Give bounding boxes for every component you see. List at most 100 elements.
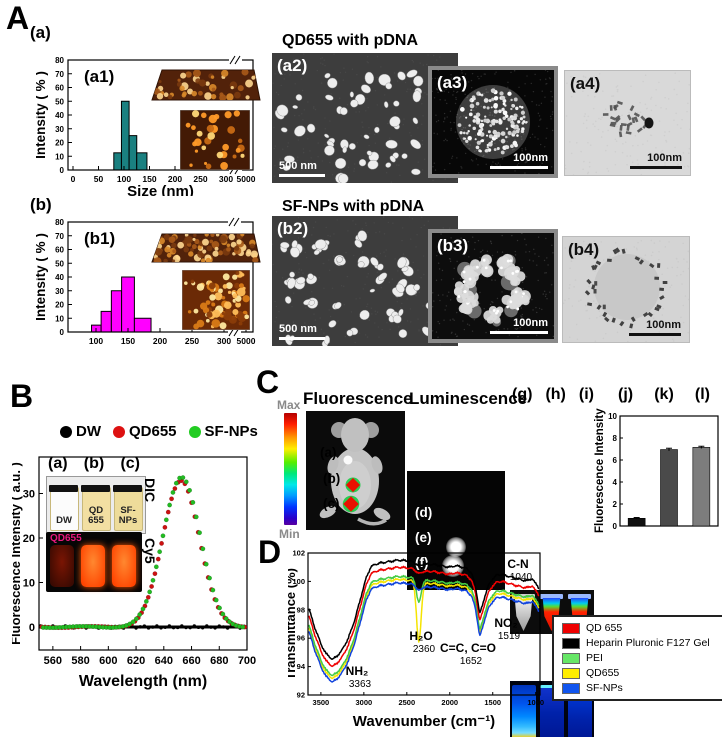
svg-text:1500: 1500 xyxy=(484,698,501,707)
label-a: (a) xyxy=(48,455,68,472)
svg-text:(a1): (a1) xyxy=(84,67,114,86)
svg-text:102: 102 xyxy=(292,549,305,558)
svg-text:20: 20 xyxy=(55,301,64,310)
svg-text:3500: 3500 xyxy=(313,698,330,707)
subpanel-b-label: (b) xyxy=(30,195,52,214)
label-d: (d) xyxy=(415,505,433,520)
hist-bar xyxy=(133,317,152,333)
image-label-b4: (b4) xyxy=(568,240,600,259)
scale-bar-a4: 100nm xyxy=(630,152,682,169)
sem-zoom-image-b3: (b3) 100nm xyxy=(428,229,558,343)
label-c: (c) xyxy=(323,496,340,511)
bar-l xyxy=(692,447,711,527)
ftir-series-PEI xyxy=(308,574,540,677)
svg-text:3000: 3000 xyxy=(356,698,373,707)
label-h: (h) xyxy=(545,386,566,403)
svg-text:0: 0 xyxy=(613,522,618,531)
svg-text:0: 0 xyxy=(60,166,65,175)
hist-bar xyxy=(113,152,122,171)
svg-text:560: 560 xyxy=(44,655,62,667)
cy5-inset-label: QD655 xyxy=(50,533,82,544)
image-label-a4: (a4) xyxy=(570,74,601,93)
hist-bar xyxy=(128,135,138,171)
cy5-vial-1 xyxy=(50,545,74,587)
hist-bar xyxy=(121,276,135,333)
luminescence-title: Luminescence xyxy=(409,389,528,408)
svg-text:660: 660 xyxy=(182,655,200,667)
svg-text:30: 30 xyxy=(55,125,64,134)
ftir-legend-item: Heparin Pluronic F127 Gel xyxy=(562,637,722,649)
panel-c-label: C xyxy=(256,364,280,400)
ftir-legend-item: QD655 xyxy=(562,667,722,679)
svg-text:1040: 1040 xyxy=(510,572,533,583)
svg-text:60: 60 xyxy=(55,84,64,93)
svg-text:5000: 5000 xyxy=(237,174,256,184)
label-a: (a) xyxy=(320,445,337,460)
cy5-caption: Cy5 xyxy=(142,538,158,564)
mouse-head xyxy=(341,418,369,452)
svg-text:Wavenumber (cm⁻¹): Wavenumber (cm⁻¹) xyxy=(353,713,495,730)
ftir-series-SF-NPs xyxy=(308,581,540,683)
label-e: (e) xyxy=(415,530,432,545)
spectrum-legend: DW QD655 SF-NPs xyxy=(60,423,258,440)
row-a-title: QD655 with pDNA xyxy=(282,32,419,49)
luminescence-spot-e xyxy=(446,537,466,557)
svg-text:60: 60 xyxy=(55,246,64,255)
svg-text:1519: 1519 xyxy=(498,631,521,642)
legend-item-QD655: QD655 xyxy=(113,423,177,440)
svg-text:300: 300 xyxy=(217,336,231,346)
svg-text:Size (nm): Size (nm) xyxy=(127,183,194,196)
sem-zoom-image-a3: (a3) 100nm xyxy=(428,66,558,178)
svg-text:10: 10 xyxy=(55,314,64,323)
mouse-tail xyxy=(357,517,387,526)
hist-bar xyxy=(100,310,112,333)
ftir-annotation: C-N xyxy=(507,557,528,571)
svg-text:Intensity ( % ): Intensity ( % ) xyxy=(36,233,48,321)
svg-text:2: 2 xyxy=(613,500,618,509)
scale-bar-a3: 100nm xyxy=(490,152,548,169)
colorbar-max-label: Max xyxy=(277,398,301,412)
fluorescence-title: Fluorescence xyxy=(303,389,413,408)
series-SF-NPs xyxy=(40,475,246,631)
hist-bar xyxy=(136,152,148,171)
svg-text:5000: 5000 xyxy=(237,336,256,346)
cy5-inset-image: QD655 xyxy=(46,532,142,592)
legend-dot-QD655 xyxy=(113,425,125,438)
subpanel-a-label: (a) xyxy=(30,23,51,42)
sem-image-a2: (a2) 500 nm xyxy=(272,53,459,184)
svg-text:30: 30 xyxy=(23,489,35,501)
fluorescence-spot-b xyxy=(345,477,361,493)
svg-text:2360: 2360 xyxy=(413,644,436,655)
svg-text:96: 96 xyxy=(297,634,305,643)
panel-b-label: B xyxy=(10,378,34,414)
cuvette-g xyxy=(512,685,536,737)
dic-vial-2: QD 655 xyxy=(80,485,111,531)
svg-text:0: 0 xyxy=(71,174,76,184)
ftir-series-Heparin Pluronic F127 Gel xyxy=(308,558,540,661)
label-j: (j) xyxy=(618,386,634,403)
hist-bar xyxy=(120,100,130,171)
dic-vial-3: SF- NPs xyxy=(112,485,143,531)
svg-text:100: 100 xyxy=(292,577,305,586)
bar-chart-labels: (j) (k) (l) xyxy=(618,386,710,404)
svg-text:8: 8 xyxy=(613,434,618,443)
afm-2d-inset-b xyxy=(182,270,250,330)
label-l: (l) xyxy=(694,386,710,403)
scale-bar-b4: 100nm xyxy=(629,319,681,336)
svg-text:70: 70 xyxy=(55,70,64,79)
hist-bar xyxy=(110,290,123,333)
svg-text:600: 600 xyxy=(99,655,117,667)
afm-2d-inset-a xyxy=(180,110,250,170)
cy5-vial-2 xyxy=(81,545,105,587)
svg-text:80: 80 xyxy=(55,56,64,65)
svg-text:50: 50 xyxy=(55,259,64,268)
svg-text:200: 200 xyxy=(168,174,182,184)
svg-text:10: 10 xyxy=(23,578,35,590)
ftir-annotation: H₂O xyxy=(409,629,432,643)
svg-text:50: 50 xyxy=(94,174,104,184)
svg-text:40: 40 xyxy=(55,111,64,120)
scale-bar-b3: 100nm xyxy=(490,317,548,334)
inset-vial-labels: (a) (b) (c) xyxy=(48,455,140,473)
tem-image-a4: (a4) 100nm xyxy=(564,70,691,176)
dic-vial-1: DW xyxy=(48,485,79,531)
